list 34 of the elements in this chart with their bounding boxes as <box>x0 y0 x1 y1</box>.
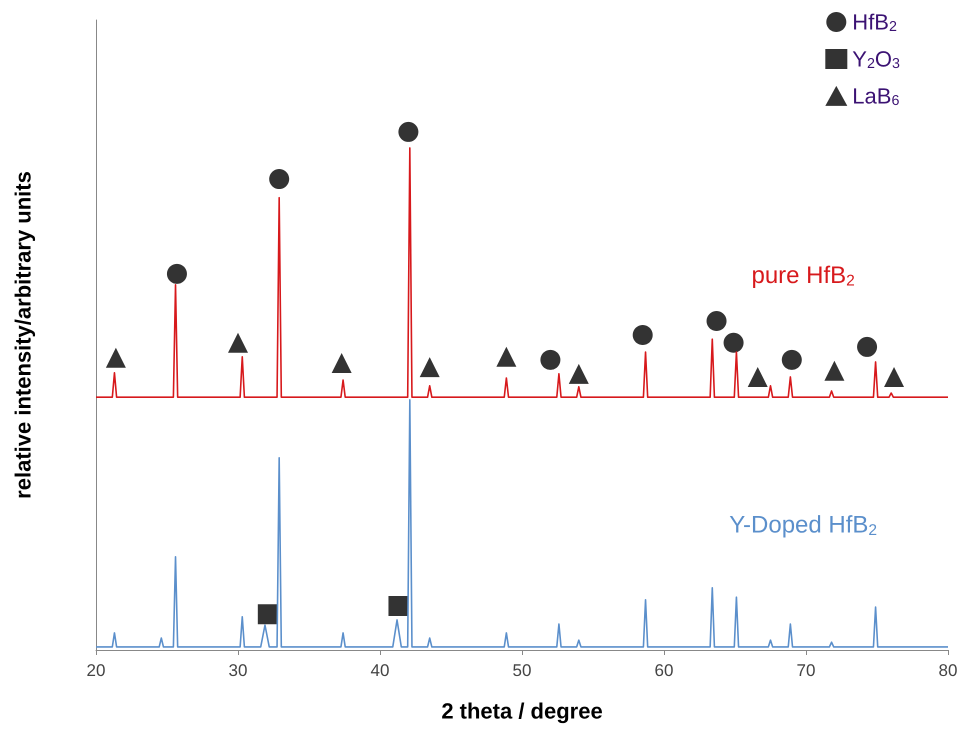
x-tick-label: 40 <box>370 661 390 680</box>
text: pure HfB2 <box>751 262 855 290</box>
point <box>269 169 290 190</box>
x-tick-label: 20 <box>86 661 106 680</box>
legend-label: LaB6 <box>852 83 900 109</box>
point <box>332 352 352 373</box>
point <box>632 325 653 345</box>
x-tick-label: 70 <box>796 661 816 680</box>
point <box>748 366 768 387</box>
x-tick-label: 80 <box>938 661 958 680</box>
point <box>388 596 408 616</box>
point <box>258 604 278 624</box>
point <box>106 348 126 368</box>
point <box>496 346 516 367</box>
x-tick-label: 30 <box>228 661 248 680</box>
point <box>228 332 248 353</box>
point <box>782 350 802 370</box>
y-axis-title: relative intensity/arbitrary units <box>10 171 36 499</box>
x-tick-label: 60 <box>654 661 674 680</box>
point <box>706 311 727 332</box>
point <box>568 364 589 384</box>
legend-label: Y2O3 <box>852 46 900 72</box>
point <box>724 332 744 353</box>
legend-label: HfB2 <box>852 10 897 35</box>
point <box>420 357 440 378</box>
point <box>166 264 187 284</box>
point <box>884 366 904 387</box>
point <box>824 360 844 381</box>
x-axis-title: 2 theta / degree <box>441 698 603 724</box>
text: Y-Doped HfB2 <box>729 512 878 540</box>
point <box>857 336 878 357</box>
x-tick-label: 50 <box>512 661 532 680</box>
point <box>540 350 560 370</box>
point <box>398 122 418 142</box>
